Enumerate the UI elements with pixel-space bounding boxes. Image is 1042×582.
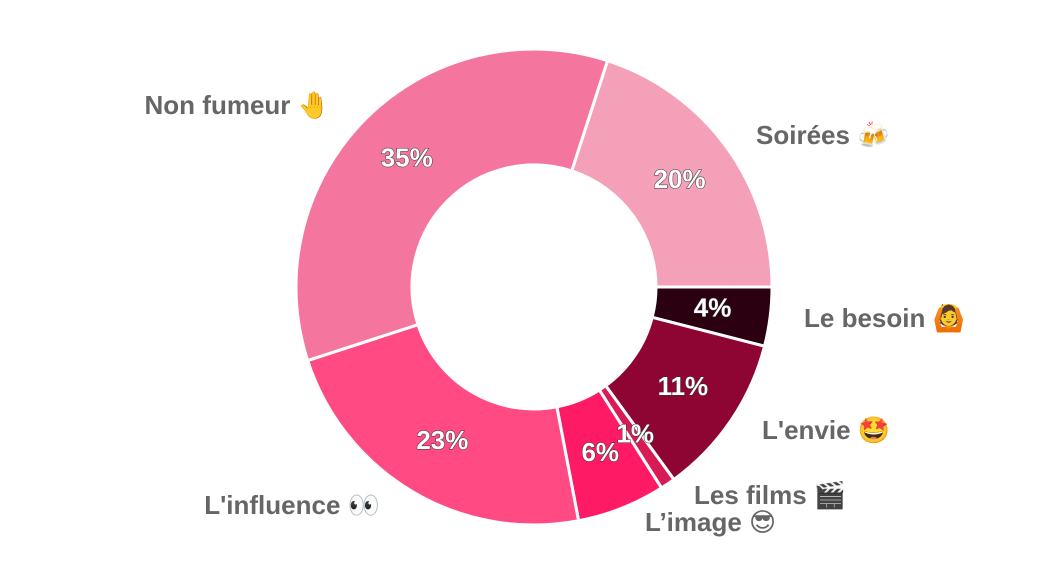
value-label: 20% <box>654 164 706 194</box>
value-label: 35% <box>381 143 433 173</box>
value-label: 6% <box>581 437 619 467</box>
value-label: 23% <box>416 425 468 455</box>
donut-slice <box>294 47 610 363</box>
category-label: Le besoin 🙆 <box>804 303 965 333</box>
category-label: L'envie 🤩 <box>762 415 890 445</box>
category-label: L’image 😎 <box>645 507 776 537</box>
value-label: 4% <box>694 292 732 322</box>
category-label: Les films 🎬 <box>694 480 846 510</box>
value-label: 11% <box>658 371 709 401</box>
value-label: 1% <box>616 419 654 449</box>
category-label: Non fumeur 🤚 <box>145 90 330 120</box>
category-label: L'influence 👀 <box>204 490 380 520</box>
donut-slice <box>305 322 581 527</box>
donut-slice <box>569 58 774 289</box>
category-label: Soirées 🍻 <box>756 120 890 150</box>
